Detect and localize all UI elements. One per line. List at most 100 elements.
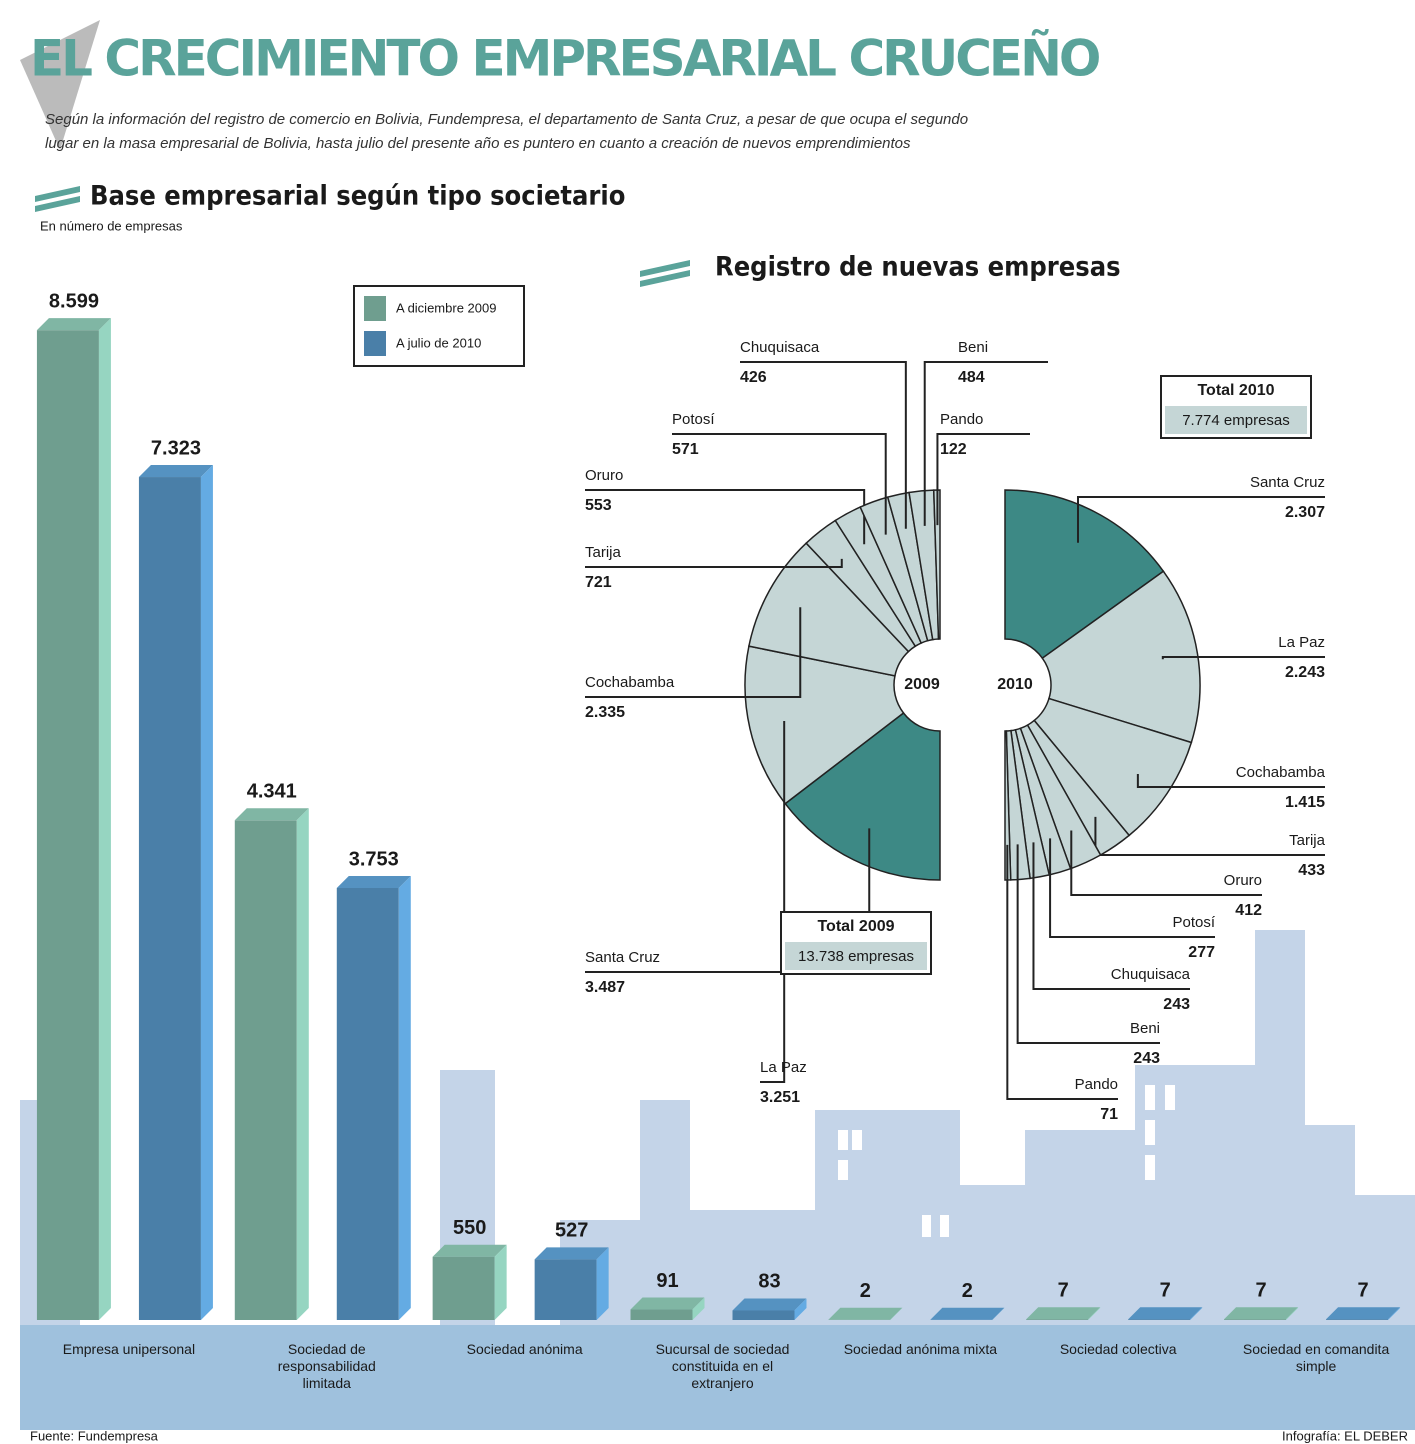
bar xyxy=(1128,1319,1191,1320)
bar-side xyxy=(890,1307,903,1320)
total-box-fill xyxy=(785,942,927,970)
bar-top xyxy=(1326,1307,1401,1320)
slice-value: 433 xyxy=(1298,862,1325,879)
slice-label: Pando xyxy=(940,411,983,428)
slice-value: 412 xyxy=(1235,902,1262,919)
x-tick-label: Sociedad anónima mixta xyxy=(844,1341,998,1357)
slice-label: Potosí xyxy=(672,411,715,428)
slice-label: Santa Cruz xyxy=(585,949,660,966)
value-label: 550 xyxy=(453,1217,486,1239)
center-label: 2010 xyxy=(997,676,1033,693)
bar xyxy=(630,1309,693,1320)
slice-value: 3.251 xyxy=(760,1089,800,1106)
pie-slice xyxy=(1033,697,1193,837)
x-tick-label: Sucursal de sociedad constituida en el ext… xyxy=(656,1341,790,1391)
x-tick-label: Sociedad anónima xyxy=(467,1341,583,1357)
slice-label: Oruro xyxy=(1224,872,1262,889)
slice-label: Pando xyxy=(1075,1076,1118,1093)
slice-value: 2.335 xyxy=(585,704,625,721)
value-label: 4.341 xyxy=(247,781,297,803)
bar-top xyxy=(138,465,213,478)
slice-value: 243 xyxy=(1133,1050,1160,1067)
slice-label: Beni xyxy=(1130,1020,1160,1037)
total-box-fill xyxy=(1165,406,1307,434)
bar-top xyxy=(432,1244,507,1257)
leader-line xyxy=(1032,842,1190,990)
legend-label: A diciembre 2009 xyxy=(396,300,496,315)
slice-label: Potosí xyxy=(1172,914,1215,931)
title-swoosh xyxy=(20,20,100,150)
leader-line xyxy=(923,361,1048,526)
bar xyxy=(432,1256,495,1320)
subtitle-line: lugar en la masa empresarial de Bolivia,… xyxy=(45,135,911,152)
leader-line xyxy=(672,433,887,535)
slice-value: 571 xyxy=(672,441,699,458)
bar-side xyxy=(98,318,111,1320)
bar-side xyxy=(1286,1307,1299,1320)
bar-title: Base empresarial según tipo societario xyxy=(90,181,625,212)
legend-swatch xyxy=(364,296,386,321)
bar-side xyxy=(398,875,411,1320)
bar-side xyxy=(296,808,309,1320)
value-label: 7 xyxy=(1358,1279,1369,1301)
leader-line xyxy=(740,361,907,529)
slice-value: 2.243 xyxy=(1285,664,1325,681)
slice-value: 277 xyxy=(1188,944,1215,961)
total-text: 13.738 empresas xyxy=(798,948,914,965)
slice-label: Beni xyxy=(958,339,988,356)
slice-label: La Paz xyxy=(760,1059,807,1076)
pie-slice xyxy=(748,542,910,677)
slice-label: Santa Cruz xyxy=(1250,474,1325,491)
pie-slice xyxy=(784,711,941,881)
legend-label: A julio de 2010 xyxy=(396,335,481,350)
bar xyxy=(336,887,399,1320)
bar-side xyxy=(992,1307,1005,1320)
credit: Infografía: EL DEBER xyxy=(1282,1428,1408,1443)
window-marks xyxy=(838,1085,1175,1237)
value-label: 7.323 xyxy=(151,437,201,459)
x-tick-label: Sociedad de responsabilidad limitada xyxy=(278,1341,376,1391)
pie-slice xyxy=(932,489,941,640)
value-label: 7 xyxy=(1160,1279,1171,1301)
value-label: 7 xyxy=(1256,1279,1267,1301)
slice-label: Cochabamba xyxy=(585,674,675,691)
value-label: 83 xyxy=(758,1271,780,1293)
bar-top xyxy=(930,1307,1005,1320)
value-label: 2 xyxy=(860,1280,871,1302)
bar-top xyxy=(234,808,309,821)
total-text: 7.774 empresas xyxy=(1182,412,1290,429)
slice-value: 484 xyxy=(958,369,985,386)
bar-top xyxy=(630,1297,705,1310)
bar xyxy=(534,1259,597,1320)
bar-side xyxy=(1190,1307,1203,1320)
bar-top xyxy=(1128,1307,1203,1320)
bar xyxy=(138,477,201,1320)
title: EL CRECIMIENTO EMPRESARIAL CRUCEÑO xyxy=(30,29,1099,88)
slice-value: 721 xyxy=(585,574,612,591)
skyline xyxy=(20,930,1415,1330)
slice-label: Tarija xyxy=(585,544,622,561)
bar xyxy=(1026,1319,1089,1320)
bar-top xyxy=(732,1298,807,1311)
value-label: 2 xyxy=(962,1280,973,1302)
bar-side xyxy=(794,1298,807,1320)
value-label: 3.753 xyxy=(349,848,399,870)
slice-value: 1.415 xyxy=(1285,794,1325,811)
bar-top xyxy=(336,875,411,888)
pie-section-title: Registro de nuevas empresas xyxy=(715,252,1121,283)
source: Fuente: Fundempresa xyxy=(30,1428,159,1443)
bar-top xyxy=(1224,1307,1299,1320)
slice-label: Chuquisaca xyxy=(1111,966,1191,983)
total-title: Total 2009 xyxy=(817,918,894,935)
slice-value: 71 xyxy=(1100,1106,1118,1123)
leader-line xyxy=(1006,844,1118,1100)
slice-value: 243 xyxy=(1163,996,1190,1013)
leader-line xyxy=(1016,844,1160,1044)
bar-top xyxy=(1026,1307,1101,1320)
section-icon xyxy=(640,260,690,287)
x-tick-label: Empresa unipersonal xyxy=(63,1341,195,1357)
bar xyxy=(732,1310,795,1320)
x-tick-label: Sociedad en comandita simple xyxy=(1243,1341,1390,1374)
slice-label: Chuquisaca xyxy=(740,339,820,356)
